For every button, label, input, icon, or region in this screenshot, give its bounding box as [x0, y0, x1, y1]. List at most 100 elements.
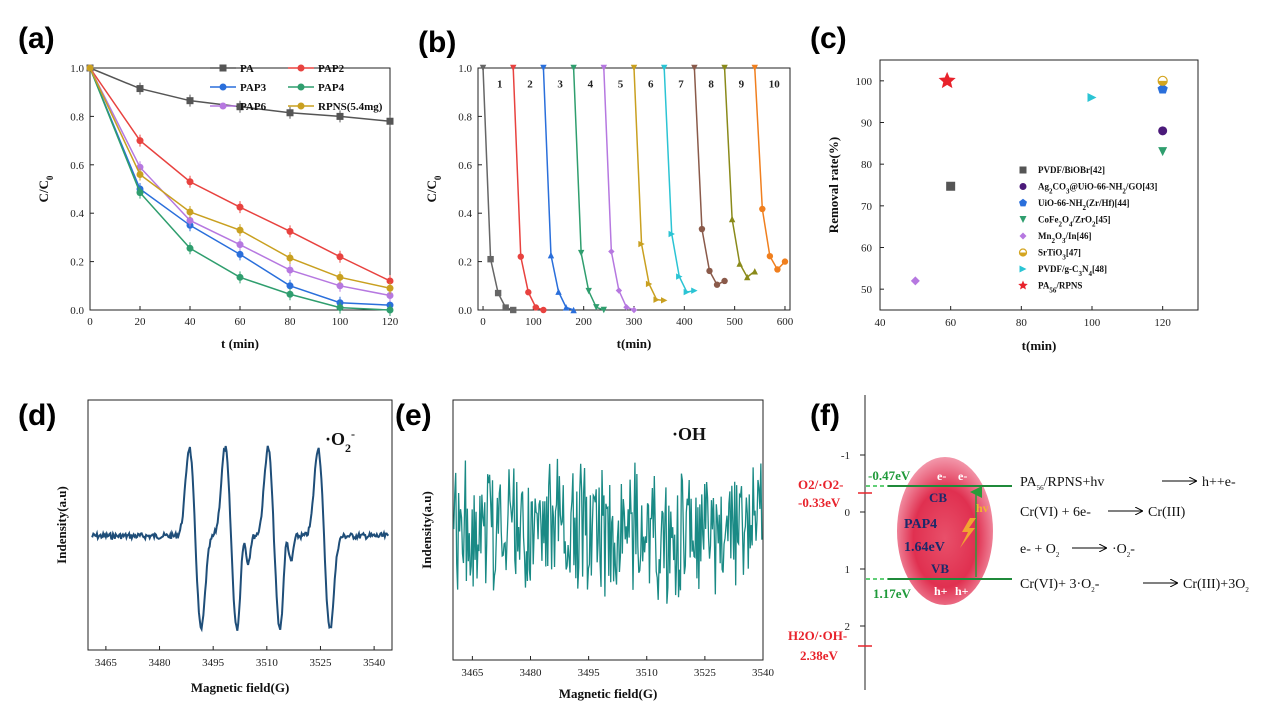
b-cycle-label: 10	[769, 78, 781, 90]
b-cycle-point	[645, 280, 653, 288]
a-point-PA	[186, 97, 194, 105]
c-ytick-label: 50	[861, 284, 873, 296]
a-point-PA	[236, 103, 244, 111]
a-point-PAP6	[336, 282, 344, 290]
b-cycle-point	[600, 64, 608, 72]
electron-1: e-	[937, 469, 946, 483]
a-xlabel: t (min)	[221, 336, 259, 351]
e-ylabel: Indensity(a.u)	[419, 491, 434, 569]
o2-potential: -0.33eV	[798, 495, 841, 510]
a-point-PAP2	[336, 253, 344, 261]
b-ytick-label: 0.6	[458, 160, 472, 172]
a-point-PAP4	[336, 304, 344, 312]
c-xtick-label: 60	[945, 317, 957, 329]
b-cycle-point	[555, 288, 562, 295]
reaction-left: PA56/RPNS+hv	[1020, 475, 1104, 492]
pap4-particle	[897, 457, 993, 605]
b-cycle-point	[600, 306, 608, 314]
reaction-right: Cr(III)	[1148, 505, 1186, 520]
a-point-PA	[386, 117, 394, 125]
b-cycle-point	[510, 64, 517, 72]
b-cycle-line-3	[542, 67, 574, 311]
b-cycle-line-5	[603, 67, 635, 311]
c-xtick-label: 120	[1154, 317, 1171, 329]
c-legend-marker	[1019, 166, 1027, 174]
chart-d: 3465 3480 3495 3510 3525 3540 Magnetic field(G…	[54, 399, 393, 695]
a-point-PAP6	[236, 241, 244, 249]
a-legend-label: PA	[240, 63, 254, 75]
b-xtick-label: 200	[575, 316, 592, 328]
a-ytick-label: 0.6	[70, 160, 84, 172]
c-legend-label: CoFe2O4/ZrO2[45]	[1038, 215, 1111, 229]
panel-letter-f: (f)	[810, 399, 840, 432]
d-xlabel: Magnetic field(G)	[191, 680, 290, 695]
c-ytick-label: 100	[856, 76, 873, 88]
b-cycle-label: 5	[618, 78, 624, 90]
reaction-left: Cr(VI) + 6e-	[1020, 505, 1091, 520]
c-xtick-label: 40	[875, 317, 887, 329]
reaction-left: e- + O2	[1020, 542, 1060, 559]
b-cycle-point	[623, 304, 630, 311]
b-xtick-label: 600	[777, 316, 794, 328]
c-legend-marker	[1018, 280, 1028, 290]
a-ytick-label: 0.0	[70, 305, 84, 317]
a-legend-marker	[297, 64, 305, 72]
b-xtick-label: 400	[676, 316, 693, 328]
b-xtick-label: 300	[626, 316, 643, 328]
reaction-left: Cr(VI)+ 3·O2-	[1020, 577, 1100, 594]
b-cycle-point	[683, 288, 691, 296]
c-ytick-label: 60	[861, 243, 873, 255]
b-cycle-point	[736, 260, 743, 267]
a-point-RPNS(5.4mg)	[386, 284, 394, 292]
a-point-PAP2	[386, 277, 394, 285]
a-point-RPNS(5.4mg)	[336, 273, 344, 281]
oh-potential: 2.38eV	[800, 648, 839, 663]
c-point-7	[1087, 93, 1097, 102]
reaction-right: h++e-	[1202, 475, 1236, 490]
c-legend-label: PA56/RPNS	[1038, 281, 1082, 295]
b-xtick-label: 100	[525, 316, 542, 328]
a-series-line-PA	[89, 67, 391, 122]
panel-letter-d: (d)	[18, 399, 56, 432]
b-cycle-label: 4	[588, 78, 594, 90]
b-cycle-point	[630, 64, 638, 72]
b-cycle-label: 7	[678, 78, 684, 90]
a-legend-label: PAP3	[240, 82, 267, 94]
e-xtick-label: 3465	[461, 667, 484, 679]
b-cycle-point	[570, 306, 577, 314]
e-spectrum-line	[453, 458, 763, 604]
e-xtick-label: 3510	[636, 667, 659, 679]
d-xtick-label: 3495	[202, 657, 225, 669]
b-cycle-point	[562, 304, 570, 311]
b-cycle-point	[668, 230, 675, 238]
a-point-RPNS(5.4mg)	[186, 208, 194, 216]
b-cycle-line-4	[572, 67, 605, 311]
a-ytick-label: 0.2	[70, 257, 84, 269]
hole-2: h+	[955, 584, 969, 598]
a-point-RPNS(5.4mg)	[286, 254, 294, 262]
b-cycle-point	[585, 287, 592, 295]
f-tick: 0	[845, 507, 851, 519]
a-ytick-label: 1.0	[70, 63, 84, 75]
b-cycle-point	[615, 287, 623, 294]
f-tick: 1	[845, 564, 851, 576]
b-cycle-point	[608, 248, 615, 255]
chart-f-band-diagram: -1 0 1 2 -0.47eV 1.17eV e- e- CB PAP4 1.…	[788, 395, 1249, 690]
b-cycle-point	[766, 252, 774, 260]
a-legend-label: PAP2	[318, 63, 345, 75]
e-xtick-label: 3495	[578, 667, 601, 679]
b-xtick-label: 0	[480, 316, 486, 328]
e-xtick-label: 3480	[520, 667, 543, 679]
a-legend-marker	[297, 102, 305, 110]
b-cycle-point	[494, 289, 502, 297]
hv-label: hv	[976, 501, 989, 515]
b-ytick-label: 1.0	[458, 63, 472, 75]
b-cycle-point	[502, 304, 509, 311]
b-cycle-point	[698, 225, 706, 233]
b-cycle-point	[540, 64, 547, 72]
o2-couple: O2/·O2-	[798, 477, 844, 492]
b-cycle-point	[751, 268, 758, 275]
c-ytick-label: 90	[861, 118, 873, 130]
b-ytick-label: 0.2	[458, 257, 472, 269]
